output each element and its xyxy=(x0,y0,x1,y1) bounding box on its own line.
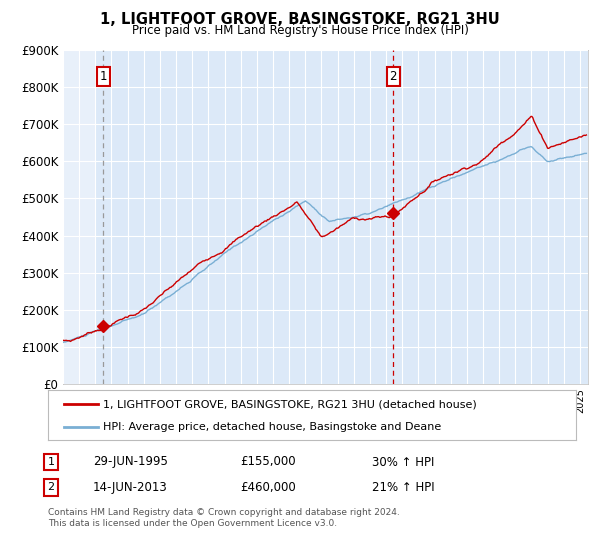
Text: £460,000: £460,000 xyxy=(240,480,296,494)
Text: HPI: Average price, detached house, Basingstoke and Deane: HPI: Average price, detached house, Basi… xyxy=(103,422,442,432)
Text: 1, LIGHTFOOT GROVE, BASINGSTOKE, RG21 3HU (detached house): 1, LIGHTFOOT GROVE, BASINGSTOKE, RG21 3H… xyxy=(103,399,477,409)
Text: 1: 1 xyxy=(100,70,107,83)
Text: 2: 2 xyxy=(47,482,55,492)
Text: 2: 2 xyxy=(389,70,397,83)
Text: 1: 1 xyxy=(47,457,55,467)
Text: Contains HM Land Registry data © Crown copyright and database right 2024.
This d: Contains HM Land Registry data © Crown c… xyxy=(48,508,400,528)
Text: 14-JUN-2013: 14-JUN-2013 xyxy=(93,480,168,494)
Text: £155,000: £155,000 xyxy=(240,455,296,469)
Text: 30% ↑ HPI: 30% ↑ HPI xyxy=(372,455,434,469)
Text: 29-JUN-1995: 29-JUN-1995 xyxy=(93,455,168,469)
Text: 21% ↑ HPI: 21% ↑ HPI xyxy=(372,480,434,494)
Text: Price paid vs. HM Land Registry's House Price Index (HPI): Price paid vs. HM Land Registry's House … xyxy=(131,24,469,36)
Text: 1, LIGHTFOOT GROVE, BASINGSTOKE, RG21 3HU: 1, LIGHTFOOT GROVE, BASINGSTOKE, RG21 3H… xyxy=(100,12,500,27)
